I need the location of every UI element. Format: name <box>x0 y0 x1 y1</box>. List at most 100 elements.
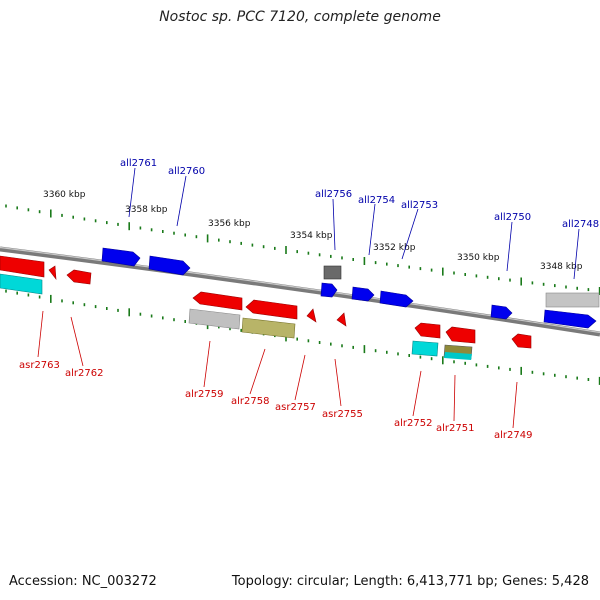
gene-arrow[interactable] <box>148 255 191 276</box>
feature-cyan[interactable] <box>411 340 439 357</box>
gene-arrow[interactable] <box>511 333 532 349</box>
minor-tick <box>173 318 175 322</box>
gene-arrow[interactable] <box>192 291 243 311</box>
minor-tick <box>397 352 399 356</box>
major-tick <box>50 294 52 303</box>
minor-tick <box>498 366 500 370</box>
forward-label-leaders <box>128 167 580 280</box>
minor-tick <box>531 281 534 285</box>
gene-label[interactable]: alr2752 <box>394 418 432 429</box>
minor-tick <box>83 303 86 307</box>
minor-tick <box>531 370 534 374</box>
minor-tick <box>374 349 377 353</box>
gene-arrow[interactable] <box>101 247 141 267</box>
reverse-genes[interactable] <box>0 255 532 360</box>
feature-gray[interactable] <box>545 292 600 308</box>
minor-tick <box>94 305 97 309</box>
minor-tick <box>464 361 466 365</box>
major-tick <box>206 234 209 243</box>
gene-arrow[interactable] <box>0 255 45 278</box>
major-tick <box>285 246 287 254</box>
minor-tick <box>173 231 175 235</box>
forward-gene-labels: all2761 all2760 all2756 all2754 all2753 … <box>120 158 599 230</box>
gene-label[interactable]: asr2763 <box>19 360 60 371</box>
accession-text: Accession: NC_003272 <box>9 574 157 589</box>
minor-tick <box>16 206 18 210</box>
gene-arrow[interactable] <box>351 286 375 302</box>
gene-arrow[interactable] <box>379 290 414 308</box>
major-tick <box>442 356 444 365</box>
gene-arrow[interactable] <box>66 269 92 285</box>
minor-tick <box>318 341 321 344</box>
gene-label[interactable]: alr2758 <box>231 396 269 407</box>
scale-ticks-top <box>5 204 600 295</box>
gene-arrow[interactable] <box>414 322 441 339</box>
minor-tick <box>27 293 30 297</box>
genome-backbone <box>0 246 600 337</box>
gene-label[interactable]: alr2749 <box>494 430 532 441</box>
gene-label[interactable]: alr2759 <box>185 389 223 400</box>
gene-arrow[interactable] <box>490 304 513 320</box>
minor-tick <box>397 264 399 268</box>
minor-tick <box>542 282 545 286</box>
minor-tick <box>419 267 422 271</box>
feature-cyan[interactable] <box>0 273 43 295</box>
minor-tick <box>27 208 30 212</box>
minor-tick <box>218 238 220 242</box>
minor-tick <box>386 350 388 354</box>
minor-tick <box>341 344 343 348</box>
major-tick <box>285 333 287 342</box>
scale-label: 3352 kbp <box>373 243 416 253</box>
genome-summary-text: Topology: circular; Length: 6,413,771 bp… <box>231 574 589 589</box>
gene-label[interactable]: all2754 <box>358 195 395 206</box>
minor-tick <box>72 301 74 305</box>
gene-label[interactable]: all2761 <box>120 158 157 169</box>
genome-title: Nostoc sp. PCC 7120, complete genome <box>159 9 441 25</box>
minor-tick <box>430 357 433 361</box>
minor-tick <box>576 376 578 380</box>
gene-arrow[interactable] <box>336 312 347 327</box>
minor-tick <box>542 372 545 376</box>
feature-cyan[interactable] <box>444 352 472 360</box>
gene-label[interactable]: all2750 <box>494 212 531 223</box>
gene-label[interactable]: all2748 <box>562 219 599 230</box>
minor-tick <box>162 316 164 320</box>
minor-tick <box>486 364 489 368</box>
genome-backbone-highlight <box>0 246 600 334</box>
minor-tick <box>106 221 108 225</box>
gene-arrow[interactable] <box>48 265 57 280</box>
minor-tick <box>475 363 478 367</box>
gene-arrow[interactable] <box>306 308 317 323</box>
major-tick <box>598 287 600 295</box>
minor-tick <box>61 213 63 217</box>
minor-tick <box>106 307 108 310</box>
minor-tick <box>576 286 578 290</box>
gene-arrow[interactable] <box>543 309 597 329</box>
minor-tick <box>162 230 164 233</box>
gene-label[interactable]: all2753 <box>401 200 438 211</box>
gene-label[interactable]: asr2757 <box>275 402 316 413</box>
minor-tick <box>72 215 74 219</box>
gene-arrow[interactable] <box>320 282 338 298</box>
gene-label[interactable]: all2756 <box>315 189 352 200</box>
gene-arrow[interactable] <box>245 299 298 320</box>
feature-olive[interactable] <box>241 317 296 339</box>
minor-tick <box>296 337 298 341</box>
scale-label: 3360 kbp <box>43 190 86 200</box>
scale-label: 3348 kbp <box>540 262 583 272</box>
gene-label[interactable]: all2760 <box>168 166 205 177</box>
minor-tick <box>117 222 119 226</box>
reverse-label-leaders <box>37 310 518 429</box>
minor-tick <box>139 226 142 230</box>
minor-tick <box>94 219 97 223</box>
feature-gray[interactable] <box>188 308 241 330</box>
feature-dark[interactable] <box>323 265 342 280</box>
gene-label[interactable]: asr2755 <box>322 409 363 420</box>
gene-label[interactable]: alr2762 <box>65 368 103 379</box>
minor-tick <box>565 285 567 289</box>
minor-tick <box>184 320 186 323</box>
forward-genes[interactable] <box>101 247 600 329</box>
gene-label[interactable]: alr2751 <box>436 423 474 434</box>
gene-arrow[interactable] <box>445 326 476 344</box>
